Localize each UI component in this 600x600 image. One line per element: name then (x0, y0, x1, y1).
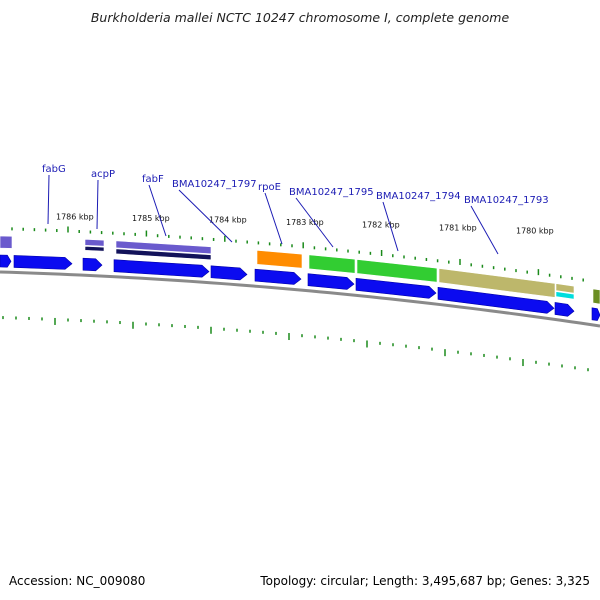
feature-bar (115, 248, 212, 261)
leader-line (295, 197, 334, 248)
feature-bar (256, 249, 303, 269)
gene-name[interactable]: rpoE (258, 182, 281, 193)
leader-line (47, 174, 50, 225)
scale-label: 1782 kbp (362, 220, 400, 229)
scale-label: 1786 kbp (56, 213, 94, 222)
scale-label: 1783 kbp (286, 218, 324, 227)
cds-arrow (554, 302, 575, 317)
cds-arrow (591, 307, 600, 321)
cds-arrow (210, 265, 248, 281)
cds-track (0, 254, 600, 321)
cds-arrow (254, 268, 302, 285)
gene-label-fabg[interactable]: fabG (42, 164, 66, 225)
scale-labels: 1786 kbp 1785 kbp 1784 kbp 1783 kbp 1782 kbp… (56, 213, 554, 236)
scale-label: 1785 kbp (132, 214, 170, 223)
feature-bar (438, 268, 556, 298)
feature-track (0, 235, 600, 305)
gene-name[interactable]: fabG (42, 164, 66, 175)
leader-line (148, 184, 167, 237)
leader-line (264, 192, 283, 245)
cds-arrow (355, 278, 437, 299)
gene-name[interactable]: BMA10247_1797 (172, 179, 257, 190)
backbone-line (0, 270, 600, 328)
gene-name[interactable]: BMA10247_1795 (289, 187, 374, 198)
cds-arrow (113, 259, 210, 278)
outer-ticks (11, 226, 584, 282)
cds-arrow (437, 286, 555, 314)
inner-ticks (2, 316, 589, 372)
gene-name[interactable]: fabF (142, 174, 164, 185)
gene-label-acpp[interactable]: acpP (91, 169, 115, 230)
cds-arrow (0, 254, 12, 268)
leader-line (178, 189, 233, 243)
feature-bar (555, 283, 575, 294)
cds-arrow (82, 257, 103, 272)
gene-name[interactable]: BMA10247_1794 (376, 191, 461, 202)
feature-bar (555, 291, 575, 300)
gene-name[interactable]: BMA10247_1793 (464, 195, 549, 206)
gene-label-bma10247_1794[interactable]: BMA10247_1794 (376, 191, 461, 252)
gene-label-bma10247_1797[interactable]: BMA10247_1797 (172, 179, 257, 243)
cds-arrow (13, 255, 73, 270)
gene-label-rpoe[interactable]: rpoE (258, 182, 283, 245)
feature-bar (592, 288, 600, 305)
scale-label: 1781 kbp (439, 223, 477, 232)
accession-text: Accession: NC_009080 (9, 574, 146, 588)
leader-line (382, 201, 399, 252)
leader-line (96, 179, 99, 230)
gene-name[interactable]: acpP (91, 169, 115, 180)
leader-line (470, 205, 499, 255)
scale-label: 1784 kbp (209, 216, 247, 225)
feature-bar (115, 240, 212, 255)
feature-bar (0, 235, 13, 249)
feature-bar (84, 238, 105, 247)
cds-arrow (307, 273, 355, 290)
gene-label-fabf[interactable]: fabF (142, 174, 167, 237)
feature-bar (356, 259, 438, 283)
gene-label-bma10247_1795[interactable]: BMA10247_1795 (289, 187, 374, 248)
gene-labels[interactable]: fabG acpP fabF BMA10247_1797 rpoE BMA10247_17… (42, 164, 549, 255)
genome-summary: Topology: circular; Length: 3,495,687 bp… (260, 574, 590, 588)
feature-bar (84, 245, 105, 252)
scale-label: 1780 kbp (516, 227, 554, 236)
feature-bar (308, 254, 356, 274)
map-title: Burkholderia mallei NCTC 10247 chromosom… (90, 10, 510, 25)
gene-label-bma10247_1793[interactable]: BMA10247_1793 (464, 195, 549, 255)
backbone (0, 270, 600, 328)
